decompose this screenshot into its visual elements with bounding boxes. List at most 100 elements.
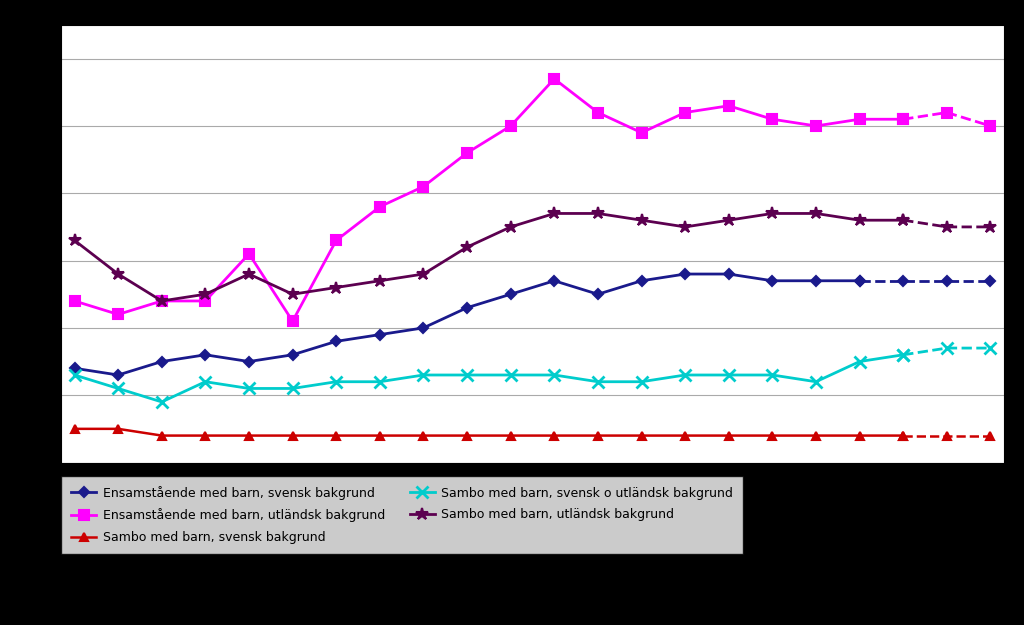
Ensamstående med barn, utländsk bakgrund [243, 250, 255, 258]
Line: Sambo med barn, svensk o utländsk bakgrund: Sambo med barn, svensk o utländsk bakgru… [69, 349, 908, 408]
Sambo med barn, svensk o utländsk bakgrund [635, 378, 647, 386]
Sambo med barn, svensk o utländsk bakgrund [418, 371, 430, 379]
Sambo med barn, svensk bakgrund [723, 432, 735, 439]
Sambo med barn, utländsk bakgrund [287, 291, 299, 298]
Sambo med barn, utländsk bakgrund [69, 237, 81, 244]
Ensamstående med barn, utländsk bakgrund [156, 298, 168, 305]
Ensamstående med barn, utländsk bakgrund [548, 75, 560, 82]
Sambo med barn, svensk o utländsk bakgrund [287, 385, 299, 392]
Ensamstående med barn, utländsk bakgrund [592, 109, 604, 116]
Line: Ensamstående med barn, utländsk bakgrund: Ensamstående med barn, utländsk bakgrund [70, 74, 908, 326]
Sambo med barn, svensk o utländsk bakgrund [112, 385, 124, 392]
Ensamstående med barn, utländsk bakgrund [287, 318, 299, 325]
Ensamstående med barn, utländsk bakgrund [766, 116, 778, 123]
Ensamstående med barn, utländsk bakgrund [461, 149, 473, 157]
Sambo med barn, svensk bakgrund [592, 432, 604, 439]
Ensamstående med barn, utländsk bakgrund [330, 237, 342, 244]
Sambo med barn, svensk bakgrund [200, 432, 212, 439]
Sambo med barn, svensk bakgrund [897, 432, 909, 439]
Sambo med barn, utländsk bakgrund [243, 270, 255, 278]
Ensamstående med barn, svensk bakgrund [156, 357, 168, 365]
Sambo med barn, svensk o utländsk bakgrund [592, 378, 604, 386]
Sambo med barn, utländsk bakgrund [766, 210, 778, 217]
Ensamstående med barn, svensk bakgrund [112, 371, 124, 379]
Ensamstående med barn, utländsk bakgrund [200, 298, 212, 305]
Ensamstående med barn, svensk bakgrund [679, 270, 691, 278]
Line: Ensamstående med barn, svensk bakgrund: Ensamstående med barn, svensk bakgrund [71, 271, 863, 379]
Ensamstående med barn, utländsk bakgrund [897, 116, 909, 123]
Sambo med barn, svensk o utländsk bakgrund [461, 371, 473, 379]
Ensamstående med barn, svensk bakgrund [200, 351, 212, 359]
Sambo med barn, svensk o utländsk bakgrund [548, 371, 560, 379]
Sambo med barn, svensk bakgrund [505, 432, 517, 439]
Ensamstående med barn, utländsk bakgrund [112, 311, 124, 318]
Sambo med barn, svensk o utländsk bakgrund [723, 371, 735, 379]
Ensamstående med barn, utländsk bakgrund [679, 109, 691, 116]
Ensamstående med barn, svensk bakgrund [505, 291, 517, 298]
Sambo med barn, svensk o utländsk bakgrund [69, 371, 81, 379]
Sambo med barn, utländsk bakgrund [723, 216, 735, 224]
Ensamstående med barn, utländsk bakgrund [810, 122, 822, 130]
Sambo med barn, svensk bakgrund [418, 432, 430, 439]
Sambo med barn, utländsk bakgrund [592, 210, 604, 217]
Sambo med barn, utländsk bakgrund [679, 223, 691, 231]
Sambo med barn, utländsk bakgrund [548, 210, 560, 217]
Sambo med barn, svensk bakgrund [287, 432, 299, 439]
Sambo med barn, svensk bakgrund [112, 425, 124, 432]
Ensamstående med barn, svensk bakgrund [723, 270, 735, 278]
Sambo med barn, utländsk bakgrund [461, 243, 473, 251]
Sambo med barn, svensk o utländsk bakgrund [853, 357, 865, 365]
Sambo med barn, svensk bakgrund [69, 425, 81, 432]
Ensamstående med barn, svensk bakgrund [330, 338, 342, 345]
Sambo med barn, svensk o utländsk bakgrund [243, 385, 255, 392]
Sambo med barn, svensk bakgrund [374, 432, 386, 439]
Ensamstående med barn, svensk bakgrund [766, 277, 778, 284]
Sambo med barn, svensk o utländsk bakgrund [505, 371, 517, 379]
Sambo med barn, svensk o utländsk bakgrund [156, 398, 168, 406]
Sambo med barn, utländsk bakgrund [200, 291, 212, 298]
Line: Sambo med barn, svensk bakgrund: Sambo med barn, svensk bakgrund [71, 424, 907, 440]
Sambo med barn, svensk bakgrund [853, 432, 865, 439]
Ensamstående med barn, svensk bakgrund [418, 324, 430, 332]
Sambo med barn, svensk bakgrund [156, 432, 168, 439]
Legend: Ensamstående med barn, svensk bakgrund, Ensamstående med barn, utländsk bakgrund: Ensamstående med barn, svensk bakgrund, … [61, 476, 743, 554]
Sambo med barn, svensk bakgrund [810, 432, 822, 439]
Sambo med barn, svensk o utländsk bakgrund [810, 378, 822, 386]
Sambo med barn, svensk o utländsk bakgrund [766, 371, 778, 379]
Sambo med barn, svensk o utländsk bakgrund [679, 371, 691, 379]
Ensamstående med barn, svensk bakgrund [69, 364, 81, 372]
Sambo med barn, svensk bakgrund [635, 432, 647, 439]
Sambo med barn, svensk bakgrund [243, 432, 255, 439]
Sambo med barn, utländsk bakgrund [418, 270, 430, 278]
Ensamstående med barn, svensk bakgrund [243, 357, 255, 365]
Sambo med barn, utländsk bakgrund [112, 270, 124, 278]
Ensamstående med barn, utländsk bakgrund [723, 102, 735, 109]
Sambo med barn, utländsk bakgrund [897, 216, 909, 224]
Ensamstående med barn, utländsk bakgrund [635, 129, 647, 136]
Sambo med barn, utländsk bakgrund [374, 277, 386, 284]
Ensamstående med barn, utländsk bakgrund [418, 182, 430, 190]
Sambo med barn, utländsk bakgrund [330, 284, 342, 291]
Sambo med barn, utländsk bakgrund [853, 216, 865, 224]
Ensamstående med barn, utländsk bakgrund [374, 203, 386, 211]
Line: Sambo med barn, utländsk bakgrund: Sambo med barn, utländsk bakgrund [69, 208, 909, 308]
Ensamstående med barn, utländsk bakgrund [69, 298, 81, 305]
Sambo med barn, utländsk bakgrund [635, 216, 647, 224]
Ensamstående med barn, utländsk bakgrund [853, 116, 865, 123]
Sambo med barn, svensk o utländsk bakgrund [897, 351, 909, 359]
Sambo med barn, utländsk bakgrund [505, 223, 517, 231]
Sambo med barn, svensk bakgrund [679, 432, 691, 439]
Ensamstående med barn, svensk bakgrund [592, 291, 604, 298]
Sambo med barn, svensk bakgrund [766, 432, 778, 439]
Ensamstående med barn, svensk bakgrund [635, 277, 647, 284]
Sambo med barn, svensk bakgrund [461, 432, 473, 439]
Ensamstående med barn, svensk bakgrund [810, 277, 822, 284]
Ensamstående med barn, svensk bakgrund [374, 331, 386, 338]
Sambo med barn, svensk bakgrund [548, 432, 560, 439]
Ensamstående med barn, svensk bakgrund [461, 304, 473, 311]
Ensamstående med barn, utländsk bakgrund [505, 122, 517, 130]
Ensamstående med barn, svensk bakgrund [853, 277, 865, 284]
Sambo med barn, svensk o utländsk bakgrund [374, 378, 386, 386]
Sambo med barn, svensk o utländsk bakgrund [330, 378, 342, 386]
Sambo med barn, svensk bakgrund [330, 432, 342, 439]
